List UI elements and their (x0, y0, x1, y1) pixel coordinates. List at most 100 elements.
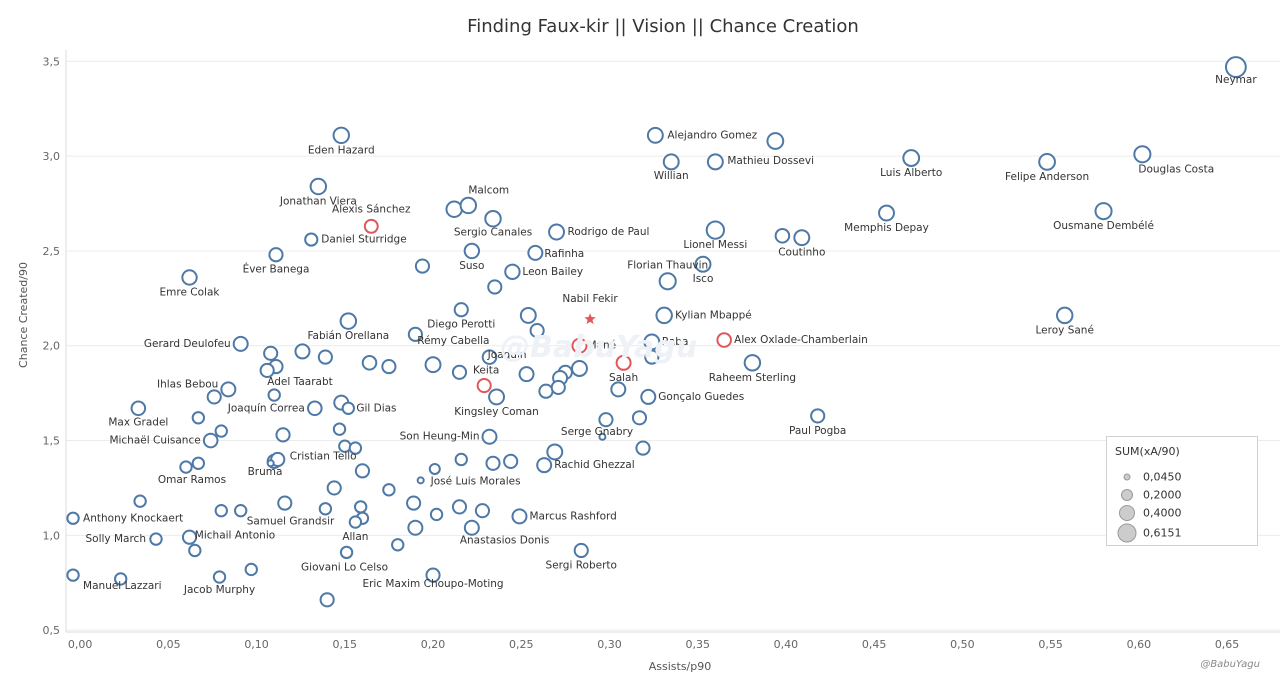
point-label: Neymar (1215, 74, 1257, 86)
data-point (658, 272, 677, 291)
point-label: Keita (473, 365, 499, 377)
data-point (538, 383, 554, 399)
data-points (66, 56, 1247, 608)
data-point (202, 432, 219, 449)
data-point (339, 312, 358, 330)
point-label: Manuel Lazzari (83, 580, 162, 592)
data-point (214, 503, 228, 518)
point-label: Ihlas Bebou (157, 378, 218, 390)
data-point (234, 503, 248, 518)
data-point (232, 335, 249, 352)
point-label: Rodrigo de Paul (568, 226, 650, 238)
point-label: Allan (342, 531, 368, 543)
gridlines (65, 50, 1280, 633)
point-label: Adel Taarabt (267, 376, 332, 388)
point-label: Alexis Sánchez (332, 203, 411, 215)
x-tick-label: 0,10 (244, 638, 269, 651)
data-point (424, 356, 442, 374)
point-label: Luis Alberto (880, 167, 942, 179)
data-point (1094, 202, 1113, 221)
point-label: Alejandro Gomez (667, 129, 757, 141)
data-point (631, 410, 648, 426)
data-point (459, 196, 478, 215)
data-point (810, 408, 826, 424)
data-point (766, 132, 785, 150)
data-point (743, 354, 762, 372)
data-point (454, 452, 468, 467)
x-axis-ticks: 0,00 0,05 0,10 0,15 0,20 0,25 0,30 0,35 0,40 0,45… (68, 638, 1239, 651)
x-tick-label: 0,60 (1127, 638, 1152, 651)
data-point (149, 532, 163, 546)
data-point (644, 349, 660, 365)
data-point (332, 126, 350, 145)
data-point (1038, 152, 1056, 171)
point-label: Rémy Cabella (417, 335, 489, 347)
point-label: Rachid Ghezzal (554, 459, 634, 471)
data-point (571, 337, 588, 354)
point-label: Sergi Roberto (546, 559, 617, 571)
point-label: Leroy Sané (1036, 324, 1094, 336)
data-point (481, 349, 498, 365)
point-label: Samuel Grandsir (247, 516, 335, 528)
point-label: Éver Banega (243, 263, 310, 276)
point-label: Sergio Canales (454, 227, 532, 239)
point-label: José Luis Morales (430, 475, 521, 487)
data-point (635, 440, 651, 456)
data-point (429, 507, 444, 522)
data-point (548, 223, 566, 241)
data-point (212, 570, 227, 584)
point-label: Raba (662, 336, 689, 348)
data-point (1224, 56, 1247, 78)
x-tick-label: 0,50 (950, 638, 975, 651)
data-point (705, 220, 725, 240)
data-point (220, 381, 237, 398)
data-point (662, 153, 680, 171)
point-label: Gonçalo Guedes (658, 391, 744, 403)
size-legend: SUM(xA/90) 0,0450 0,2000 0,4000 0,6151 (1106, 436, 1258, 546)
data-point (598, 412, 614, 428)
data-point (793, 229, 811, 247)
point-label: Lionel Messi (683, 239, 747, 251)
data-point (206, 389, 222, 405)
point-label: Gerard Deulofeu (144, 338, 231, 350)
x-tick-label: 0,25 (509, 638, 534, 651)
data-point (326, 480, 342, 496)
data-point (451, 364, 468, 380)
data-point (244, 562, 258, 577)
x-tick-label: 0,55 (1038, 638, 1063, 651)
data-point (474, 503, 491, 519)
x-tick-label: 0,20 (421, 638, 446, 651)
point-label: Willian (654, 170, 689, 182)
data-point (266, 459, 275, 468)
data-point (527, 244, 544, 261)
data-point (332, 422, 347, 436)
point-label: Diego Perotti (427, 319, 495, 331)
point-label: Leon Bailey (522, 266, 583, 278)
data-point (181, 269, 198, 286)
x-tick-label: 0,45 (862, 638, 887, 651)
point-label: Paul Pogba (789, 425, 846, 437)
data-point (546, 443, 564, 461)
data-point (529, 323, 545, 339)
point-label: Anthony Knockaert (83, 512, 183, 524)
point-label: Eric Maxim Choupo-Moting (362, 578, 503, 590)
point-label: Alex Oxlade-Chamberlain (734, 334, 868, 346)
x-tick-label: 0,40 (774, 638, 799, 651)
y-tick-label: 3,5 (43, 55, 61, 68)
data-point (191, 411, 206, 425)
x-tick-label: 0,15 (333, 638, 358, 651)
data-point (414, 258, 431, 274)
data-point (381, 359, 397, 375)
data-point (463, 242, 481, 260)
x-tick-label: 0,65 (1215, 638, 1240, 651)
x-tick-label: 0,30 (597, 638, 622, 651)
y-tick-label: 1,0 (43, 529, 61, 542)
point-label: Memphis Depay (844, 222, 929, 234)
point-label: Rafinha (544, 248, 584, 260)
point-label: Michail Antonio (195, 529, 275, 541)
point-label: Bruma (248, 466, 283, 478)
data-point (476, 377, 492, 394)
data-point (598, 432, 607, 441)
data-point (902, 149, 921, 167)
